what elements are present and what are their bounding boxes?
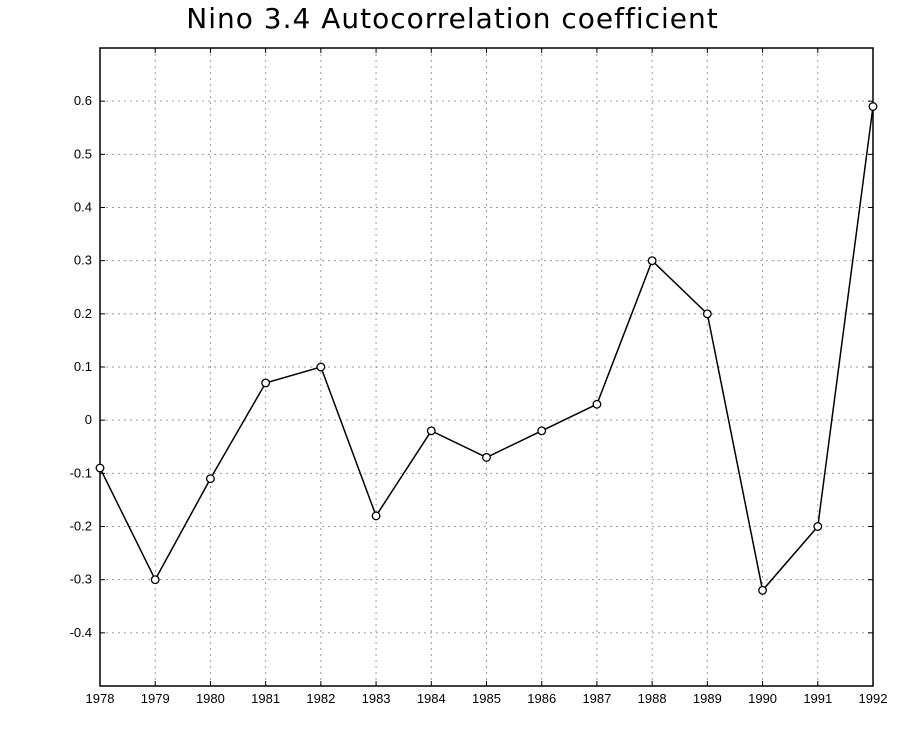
x-tick-label: 1983 [362,691,391,706]
data-point [95,463,105,473]
x-tick-label: 1981 [251,691,280,706]
x-tick-label: 1985 [472,691,501,706]
y-tick-label: -0.1 [70,465,92,480]
data-point [371,511,381,521]
data-point [868,102,878,111]
chart-title: Nino 3.4 Autocorrelation coefficient [186,2,719,35]
data-point [813,522,823,531]
data-point [205,474,215,484]
data-point [316,362,326,372]
data-point [426,426,436,436]
data-point [758,585,768,595]
data-point [482,452,491,462]
x-tick-label: 1979 [141,691,170,706]
y-tick-label: -0.3 [70,572,92,587]
x-tick-label: 1989 [693,691,722,706]
data-point [150,575,160,585]
data-point [702,309,712,319]
x-tick-label: 1978 [86,691,115,706]
data-point [647,256,657,266]
y-tick-label: 0.4 [74,200,92,215]
x-tick-label: 1991 [803,691,832,706]
data-point [537,426,547,436]
y-tick-label: 0.1 [74,359,92,374]
data-point [592,399,602,409]
x-tick-label: 1992 [859,691,888,706]
x-tick-label: 1984 [417,691,446,706]
x-tick-label: 1982 [306,691,335,706]
y-tick-label: -0.2 [70,519,92,534]
x-tick-label: 1988 [638,691,667,706]
y-tick-label: -0.4 [70,625,92,640]
x-tick-label: 1987 [582,691,611,706]
y-tick-label: 0.6 [74,93,92,108]
data-point [261,378,271,388]
y-tick-label: 0.3 [74,253,92,268]
x-tick-label: 1990 [748,691,777,706]
y-tick-label: 0 [85,412,92,427]
y-tick-label: 0.2 [74,306,92,321]
x-tick-label: 1986 [527,691,556,706]
x-tick-label: 1980 [196,691,225,706]
y-tick-label: 0.5 [74,146,92,161]
